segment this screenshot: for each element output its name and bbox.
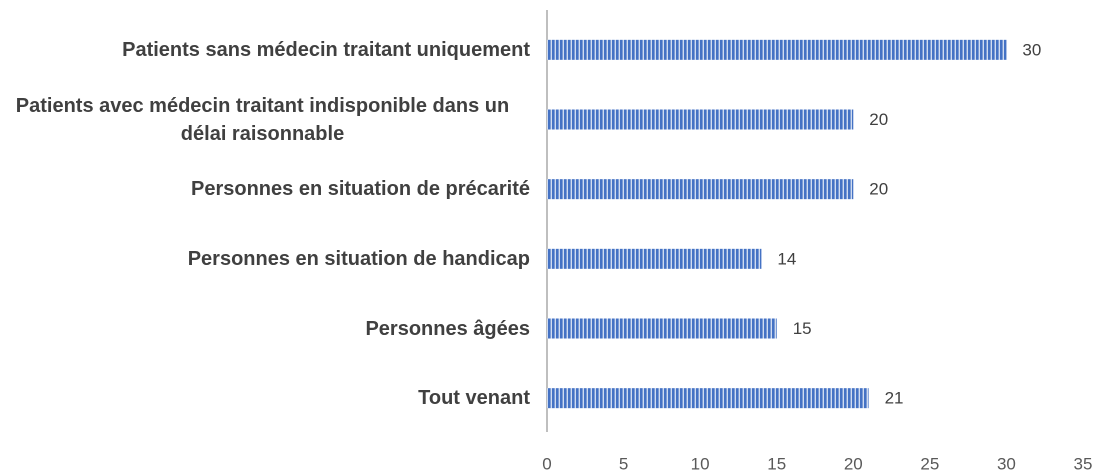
x-tick-label: 30 xyxy=(997,454,1016,473)
bar xyxy=(547,318,777,339)
x-tick-label: 0 xyxy=(542,454,551,473)
y-tick-label: Patients sans médecin traitant uniquemen… xyxy=(122,38,530,61)
value-label: 20 xyxy=(869,180,888,199)
x-tick-label: 15 xyxy=(767,454,786,473)
x-tick-label: 5 xyxy=(619,454,628,473)
category-label-box: Personnes en situation de précarité xyxy=(0,175,530,203)
y-tick-label: Personnes âgées xyxy=(365,317,530,340)
category-label-box: Personnes âgées xyxy=(0,315,530,343)
y-tick-label: Personnes en situation de handicap xyxy=(187,247,530,270)
category-label-box: Personnes en situation de handicap xyxy=(0,245,530,273)
value-label: 15 xyxy=(793,319,812,338)
bar xyxy=(547,388,869,409)
bar xyxy=(547,179,854,200)
value-label: 21 xyxy=(885,389,904,408)
category-label-box: Tout venant xyxy=(0,384,530,412)
x-tick-label: 10 xyxy=(691,454,710,473)
y-tick-label: Patients avec médecin traitant indisponi… xyxy=(15,94,510,145)
value-label: 30 xyxy=(1022,40,1041,59)
category-label-box: Patients sans médecin traitant uniquemen… xyxy=(0,36,530,64)
bar xyxy=(547,39,1007,60)
value-label: 14 xyxy=(777,249,796,268)
y-tick-label: Personnes en situation de précarité xyxy=(191,178,530,201)
value-label: 20 xyxy=(869,110,888,129)
bar xyxy=(547,109,854,130)
x-tick-label: 25 xyxy=(920,454,939,473)
bar xyxy=(547,248,762,269)
y-tick-label: Tout venant xyxy=(418,387,530,410)
x-tick-label: 35 xyxy=(1074,454,1093,473)
x-tick-label: 20 xyxy=(844,454,863,473)
category-label-box: Patients avec médecin traitant indisponi… xyxy=(0,92,530,148)
